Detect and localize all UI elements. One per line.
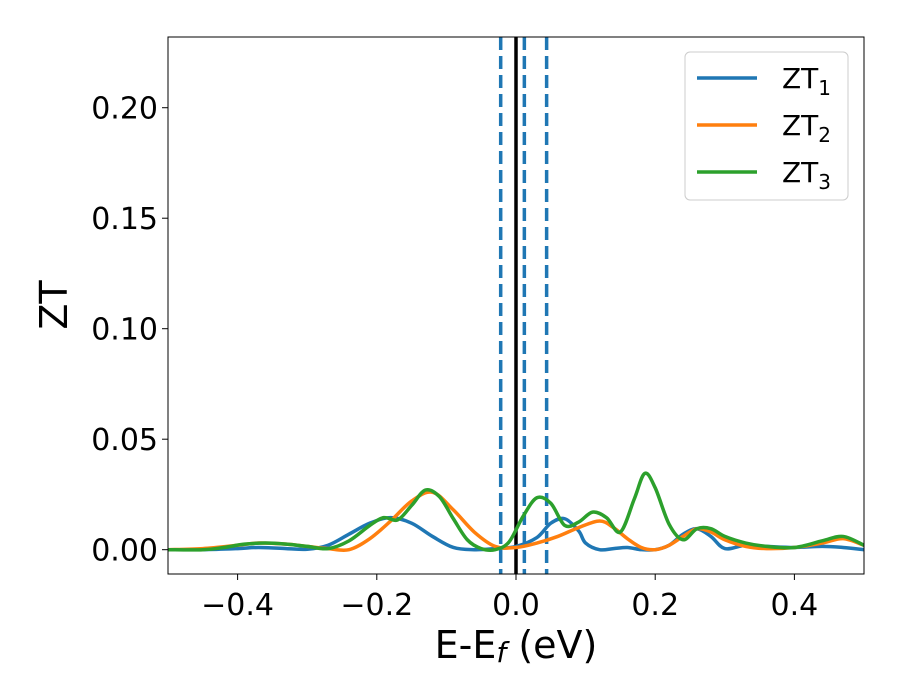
- legend-label: ZT3: [782, 156, 831, 194]
- y-tick-label: 0.00: [91, 534, 158, 569]
- y-axis: 0.00 0.05 0.10 0.15 0.20: [91, 92, 168, 569]
- x-tick-label: 0.2: [631, 588, 679, 623]
- y-tick-label: 0.05: [91, 423, 158, 458]
- y-tick-label: 0.15: [91, 202, 158, 237]
- legend: ZT1 ZT2 ZT3: [684, 51, 849, 201]
- y-tick-label: 0.20: [91, 92, 158, 127]
- x-axis: −0.4 −0.2 0.0 0.2 0.4: [201, 574, 818, 623]
- legend-box: [684, 51, 849, 201]
- legend-label: ZT1: [782, 62, 831, 100]
- legend-label: ZT2: [782, 109, 831, 147]
- y-tick-label: 0.10: [91, 313, 158, 348]
- x-tick-label: −0.2: [340, 588, 413, 623]
- series-line-zt3: [168, 471, 864, 553]
- x-tick-label: 0.0: [492, 588, 540, 623]
- series-layer: [168, 471, 864, 553]
- y-axis-label: ZT: [32, 280, 76, 330]
- x-axis-label: E-Ef (eV): [435, 623, 598, 669]
- series-line-zt1: [168, 515, 864, 552]
- reference-lines: [498, 37, 549, 574]
- x-tick-label: −0.4: [201, 588, 274, 623]
- x-tick-label: 0.4: [771, 588, 819, 623]
